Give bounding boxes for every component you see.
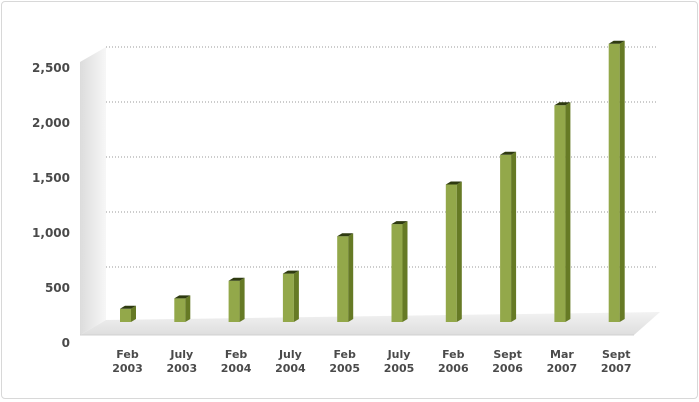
bar: [554, 102, 571, 322]
x-tick-label-month: Feb: [333, 348, 356, 361]
y-tick-label: 0: [62, 336, 70, 350]
x-tick-label-year: 2005: [329, 362, 360, 375]
x-tick-label-year: 2007: [601, 362, 632, 375]
chart-left-wall: [80, 47, 106, 335]
y-tick-label: 1,500: [32, 171, 70, 185]
x-axis-ticks: Feb2003July2003Feb2004July2004Feb2005Jul…: [112, 348, 631, 375]
chart-floor: [80, 312, 660, 335]
bar: [282, 270, 299, 322]
x-tick-label-month: July: [387, 348, 411, 361]
x-tick-label-year: 2003: [166, 362, 197, 375]
y-tick-label: 500: [45, 281, 70, 295]
bar: [120, 305, 136, 322]
bars: [120, 40, 625, 322]
y-tick-label: 1,000: [32, 226, 70, 240]
y-tick-label: 2,500: [32, 61, 70, 75]
x-tick-label-year: 2003: [112, 362, 143, 375]
x-tick-label-month: July: [169, 348, 193, 361]
gridlines: [106, 46, 657, 268]
x-tick-label-year: 2005: [384, 362, 415, 375]
x-tick-label-month: Feb: [225, 348, 248, 361]
x-tick-label-month: Mar: [550, 348, 574, 361]
bar: [608, 40, 625, 322]
bar: [174, 295, 191, 322]
bar: [228, 277, 245, 322]
y-axis-ticks: 0 500 1,000 1,500 2,000 2,500: [32, 61, 70, 350]
x-tick-label-month: Feb: [442, 348, 465, 361]
x-tick-label-month: July: [278, 348, 302, 361]
bar: [445, 181, 462, 322]
bar: [391, 221, 408, 322]
x-tick-label-month: Sept: [602, 348, 631, 361]
x-tick-label-year: 2004: [221, 362, 252, 375]
bar: [337, 233, 354, 322]
x-tick-label-year: 2006: [492, 362, 523, 375]
x-tick-label-year: 2006: [438, 362, 469, 375]
x-tick-label-year: 2004: [275, 362, 306, 375]
bar: [500, 151, 517, 322]
x-tick-label-year: 2007: [547, 362, 578, 375]
y-tick-label: 2,000: [32, 116, 70, 130]
x-tick-label-month: Feb: [116, 348, 139, 361]
x-tick-label-month: Sept: [493, 348, 522, 361]
